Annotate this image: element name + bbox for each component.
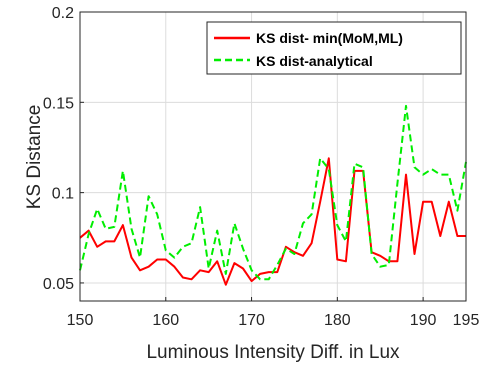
x-tick-label: 170 xyxy=(238,312,265,329)
legend: KS dist- min(MoM,ML) KS dist-analytical xyxy=(206,21,462,75)
x-tick-label: 190 xyxy=(410,312,437,329)
y-tick-label: 0.2 xyxy=(52,5,74,22)
x-tick-label: 180 xyxy=(324,312,351,329)
series-line-analytical xyxy=(79,104,467,281)
y-tick-label: 0.1 xyxy=(52,186,74,203)
plot-frame xyxy=(79,11,467,302)
legend-label-analytical: KS dist-analytical xyxy=(256,53,373,69)
x-axis-label: Luminous Intensity Diff. in Lux xyxy=(146,342,400,363)
x-tick-label: 195 xyxy=(453,312,480,329)
y-axis: 0.05 0.1 0.15 0.2 xyxy=(43,5,84,293)
legend-box xyxy=(206,21,462,75)
y-tick-label: 0.05 xyxy=(43,276,74,293)
y-axis-label: KS Distance xyxy=(24,105,45,210)
series-layer xyxy=(79,104,467,286)
x-axis: 150 160 170 180 190 195 xyxy=(67,297,480,329)
x-tick-label: 160 xyxy=(152,312,179,329)
x-tick-label: 150 xyxy=(67,312,94,329)
legend-label-min: KS dist- min(MoM,ML) xyxy=(256,30,403,46)
y-tick-label: 0.15 xyxy=(43,95,74,112)
